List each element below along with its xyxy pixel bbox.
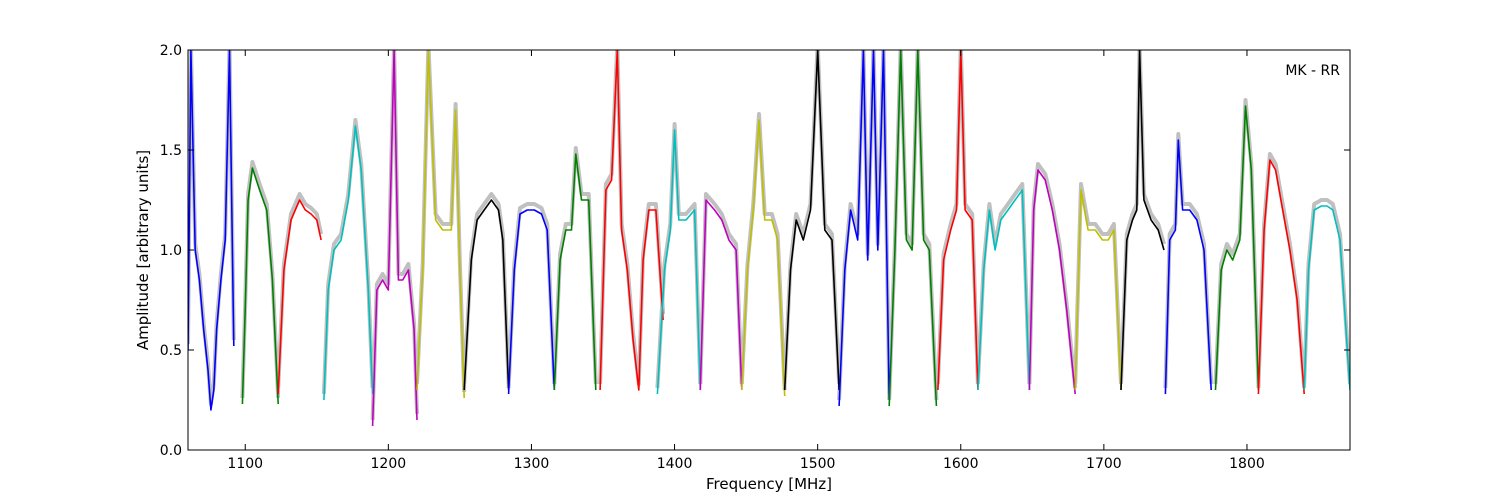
y-tick-label: 0.0	[160, 443, 182, 459]
series-line-15	[888, 50, 938, 407]
series-line-24	[1303, 205, 1350, 391]
x-tick-label: 1700	[1086, 456, 1122, 472]
series-line-14	[838, 50, 890, 407]
x-tick-label: 1600	[943, 456, 979, 472]
series-line-5	[416, 50, 465, 399]
series-line-9	[599, 50, 664, 391]
series-line-22	[1214, 105, 1260, 391]
series-line-23	[1257, 159, 1305, 395]
background-trace-20	[1119, 50, 1166, 385]
series-annotation: MK - RR	[1285, 63, 1340, 79]
series-line-19	[1074, 189, 1122, 391]
series-line-1	[241, 167, 279, 405]
series-line-4	[371, 50, 418, 427]
series-line-10	[656, 129, 702, 395]
series-line-13	[783, 50, 840, 391]
series-line-6	[463, 199, 510, 391]
plot-area: 1100 1200 1300 1400 1500 1600 1700 1800 0.0 0.5 1.…	[160, 43, 1351, 472]
series-line-7	[507, 209, 556, 395]
x-tick-label: 1300	[514, 456, 550, 472]
series-line-12	[741, 119, 786, 397]
y-tick-label: 1.5	[160, 143, 182, 159]
series-line-16	[937, 50, 979, 391]
y-tick-label: 2.0	[160, 43, 182, 59]
ticks-layer: 1100 1200 1300 1400 1500 1600 1700 1800 0.0 0.5 1.…	[160, 43, 1350, 472]
y-tick-label: 0.5	[160, 343, 182, 359]
x-tick-label: 1100	[227, 456, 263, 472]
background-trace-11	[698, 192, 744, 385]
background-trace-6	[462, 192, 511, 385]
x-tick-label: 1500	[800, 456, 836, 472]
series-line-2	[277, 199, 322, 395]
series-line-11	[699, 199, 743, 391]
y-tick-label: 1.0	[160, 243, 182, 259]
y-axis-label: Amplitude [arbitrary units]	[134, 150, 152, 350]
x-tick-label: 1400	[657, 456, 693, 472]
series-line-18	[1028, 169, 1076, 395]
series-line-3	[323, 125, 374, 401]
series-layer	[188, 50, 1350, 427]
series-line-20	[1120, 50, 1165, 391]
x-axis-label: Frequency [MHz]	[706, 475, 832, 493]
series-line-17	[977, 189, 1031, 391]
x-tick-label: 1800	[1229, 456, 1265, 472]
series-line-21	[1164, 139, 1212, 395]
background-trace-19	[1073, 182, 1123, 385]
series-line-8	[553, 153, 597, 391]
x-tick-label: 1200	[371, 456, 407, 472]
series-line-0	[188, 50, 235, 411]
background-trace-2	[276, 192, 324, 389]
